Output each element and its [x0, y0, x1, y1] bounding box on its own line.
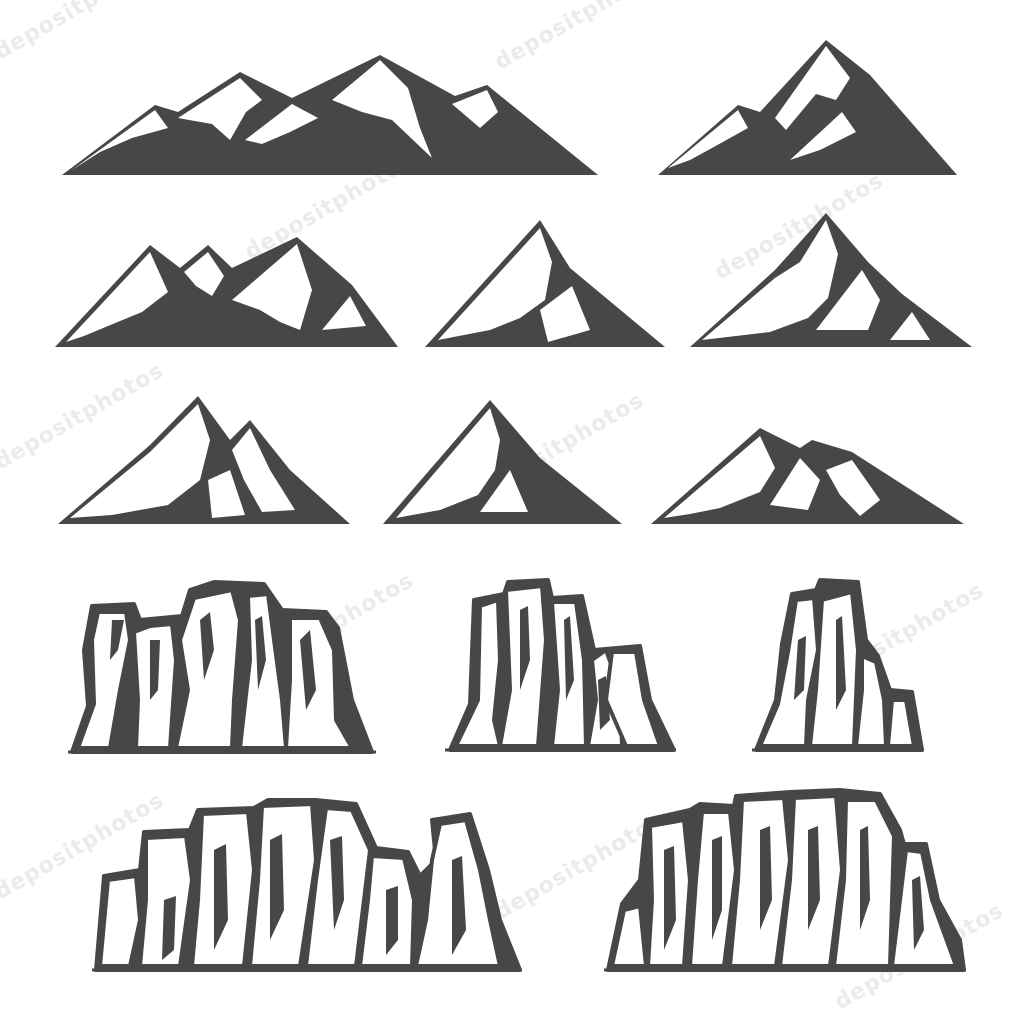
svg-text:depositphotos: depositphotos: [491, 0, 669, 75]
mountain-single-peak: [425, 220, 665, 347]
cliff-block-medium: [445, 578, 676, 752]
mountain-twin-peak: [58, 396, 350, 524]
mountain-range-wide: [62, 55, 598, 175]
mountain-triple-peak: [55, 237, 398, 347]
cliff-block-large: [68, 580, 376, 754]
cliff-range-right: [604, 788, 966, 972]
mountain-stepped-peak: [690, 213, 972, 347]
mountain-double-peak: [658, 40, 957, 175]
mountain-pyramid-peak: [383, 400, 622, 524]
cliff-block-small: [752, 578, 924, 752]
svg-text:depositphotos: depositphotos: [0, 0, 168, 65]
cliff-range-left: [92, 798, 522, 972]
mountain-low-ridge: [651, 428, 964, 524]
